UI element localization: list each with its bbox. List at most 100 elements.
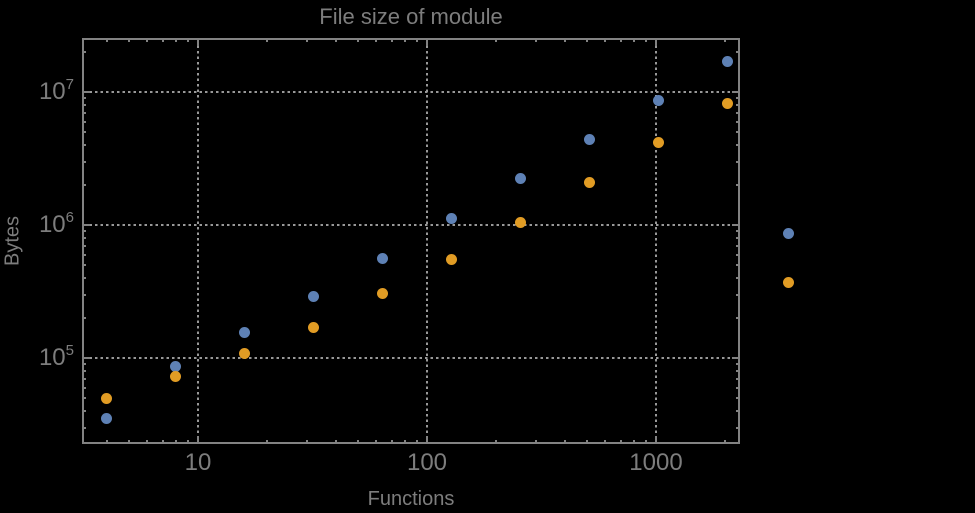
y-tick	[82, 103, 86, 106]
y-gridline	[84, 356, 738, 360]
x-tick	[390, 38, 393, 42]
y-tick	[82, 183, 86, 186]
y-tick	[82, 230, 86, 233]
data-point-series-blue	[170, 360, 182, 372]
x-tick	[161, 38, 164, 42]
x-tick	[128, 38, 131, 42]
x-axis-label: Functions	[367, 488, 455, 510]
x-tick	[604, 38, 607, 42]
x-tick-label: 100	[406, 449, 448, 476]
data-point-series-orange	[721, 97, 733, 109]
x-tick	[186, 38, 189, 42]
data-point-series-orange	[446, 254, 458, 266]
y-tick	[82, 426, 86, 429]
y-tick	[82, 224, 90, 226]
exponent: 7	[65, 76, 74, 93]
x-tick	[655, 436, 657, 444]
x-tick	[426, 436, 428, 444]
x-gridline	[196, 40, 200, 442]
y-tick	[82, 111, 86, 114]
y-tick	[732, 357, 740, 359]
x-tick	[632, 38, 635, 42]
y-tick	[82, 293, 86, 296]
y-tick	[82, 409, 86, 412]
data-point-series-blue	[446, 213, 458, 225]
y-tick-label: 107	[38, 76, 74, 105]
exponent: 5	[65, 342, 74, 359]
data-point-series-orange	[652, 137, 664, 149]
x-tick	[494, 38, 497, 42]
x-tick	[563, 38, 566, 42]
data-point-series-orange	[583, 177, 595, 189]
x-tick	[375, 38, 378, 42]
y-tick	[82, 91, 90, 93]
data-point-series-blue	[583, 133, 595, 145]
y-tick	[82, 369, 86, 372]
y-tick	[82, 316, 86, 319]
data-point-series-orange	[783, 276, 795, 288]
x-tick	[334, 38, 337, 42]
y-tick	[82, 377, 86, 380]
x-tick	[105, 38, 108, 42]
y-tick	[82, 120, 86, 123]
y-tick	[82, 236, 86, 239]
y-tick	[82, 357, 90, 359]
x-tick	[426, 38, 428, 46]
data-point-series-orange	[239, 347, 251, 359]
x-tick	[586, 38, 589, 42]
y-tick-label: 105	[38, 342, 74, 371]
x-tick	[415, 38, 418, 42]
y-tick	[82, 97, 86, 100]
y-tick	[82, 244, 86, 247]
y-tick	[82, 131, 86, 134]
data-point-series-blue	[652, 94, 664, 106]
data-point-series-blue	[377, 252, 389, 264]
chart-title: File size of module	[319, 4, 503, 29]
x-tick	[655, 38, 657, 46]
x-tick	[357, 38, 360, 42]
y-tick	[82, 276, 86, 279]
x-tick	[306, 38, 309, 42]
y-gridline	[84, 223, 738, 227]
x-gridline	[425, 40, 429, 442]
y-tick	[82, 397, 86, 400]
data-point-series-orange	[308, 321, 320, 333]
data-point-series-blue	[514, 173, 526, 185]
data-point-series-orange	[377, 288, 389, 300]
y-tick	[82, 363, 86, 366]
y-tick	[82, 386, 86, 389]
x-tick	[174, 38, 177, 42]
data-point-series-orange	[101, 392, 113, 404]
y-tick	[82, 264, 86, 267]
x-tick	[197, 38, 199, 46]
data-point-series-blue	[101, 413, 113, 425]
data-point-series-blue	[721, 55, 733, 67]
plot-frame	[82, 38, 740, 444]
x-tick	[644, 38, 647, 42]
x-gridline	[654, 40, 658, 442]
x-tick	[403, 38, 406, 42]
x-tick	[619, 38, 622, 42]
x-tick	[146, 38, 149, 42]
x-tick	[265, 38, 268, 42]
data-point-series-blue	[239, 327, 251, 339]
x-tick-label: 10	[184, 449, 212, 476]
data-point-series-orange	[170, 371, 182, 383]
x-tick-label: 1000	[629, 449, 683, 476]
y-tick-label: 106	[38, 209, 74, 238]
exponent: 6	[65, 209, 74, 226]
x-tick	[197, 436, 199, 444]
y-gridline	[84, 90, 738, 94]
x-tick	[535, 38, 538, 42]
y-tick	[82, 143, 86, 146]
data-point-series-blue	[783, 228, 795, 240]
data-point-series-blue	[308, 291, 320, 302]
plot-area	[82, 38, 740, 444]
data-point-series-orange	[514, 216, 526, 228]
y-tick	[732, 224, 740, 226]
y-tick	[82, 160, 86, 163]
y-tick	[82, 50, 86, 53]
y-tick	[732, 91, 740, 93]
y-tick	[82, 253, 86, 256]
